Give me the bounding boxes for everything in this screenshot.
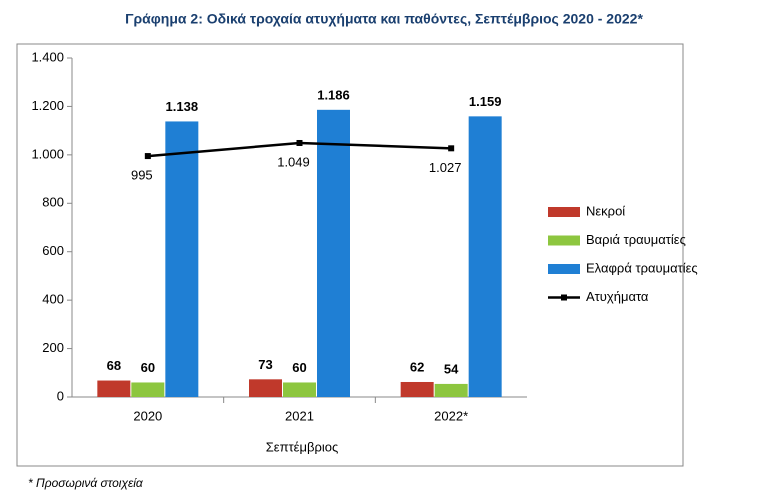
line-marker [144, 153, 151, 160]
bar [249, 379, 282, 397]
y-tick-label: 800 [42, 195, 64, 210]
line-value-label: 1.027 [429, 160, 462, 175]
x-tick-label: 2022* [434, 408, 468, 423]
bar [97, 380, 131, 397]
line-value-label: 995 [131, 168, 153, 183]
y-tick-label: 400 [42, 292, 64, 307]
bar [131, 382, 165, 397]
bar-value-label: 60 [292, 360, 306, 375]
x-tick-label: 2021 [285, 408, 314, 423]
bar [283, 382, 316, 397]
line-marker [448, 145, 455, 152]
legend-label: Ελαφρά τραυματίες [586, 260, 698, 275]
y-tick-label: 600 [42, 243, 64, 258]
legend-swatch [548, 235, 580, 246]
bar [468, 116, 502, 397]
bar-value-label: 60 [141, 360, 155, 375]
bar-value-label: 1.138 [166, 99, 199, 114]
y-tick-label: 1.000 [31, 146, 64, 161]
footnote: * Προσωρινά στοιχεία [28, 476, 144, 490]
legend-marker [561, 294, 567, 301]
bar [317, 109, 350, 397]
line-value-label: 1.049 [277, 154, 310, 169]
bar [434, 383, 468, 397]
legend-label: Νεκροί [586, 203, 625, 218]
x-axis-title: Σεπτέμβριος [266, 439, 338, 454]
bar-value-label: 1.186 [317, 87, 350, 102]
x-tick-label: 2020 [133, 408, 162, 423]
bar-value-label: 1.159 [469, 94, 502, 109]
legend-swatch [548, 264, 580, 274]
bar-value-label: 54 [444, 361, 459, 376]
bar-value-label: 62 [410, 359, 424, 374]
chart-title: Γράφημα 2: Οδικά τροχαία ατυχήματα και π… [125, 11, 643, 27]
y-tick-label: 1.200 [31, 98, 64, 113]
bar-value-label: 68 [107, 358, 121, 373]
line-marker [296, 139, 303, 146]
legend-label: Βαριά τραυματίες [586, 232, 686, 247]
y-tick-label: 200 [42, 340, 64, 355]
bar [165, 121, 199, 397]
bar [400, 381, 434, 397]
chart-frame [16, 43, 684, 467]
bar-value-label: 73 [258, 357, 272, 372]
legend-swatch [548, 207, 580, 217]
legend-label: Ατυχήματα [586, 289, 649, 304]
y-tick-label: 0 [57, 388, 64, 403]
y-tick-label: 1.400 [31, 49, 64, 64]
